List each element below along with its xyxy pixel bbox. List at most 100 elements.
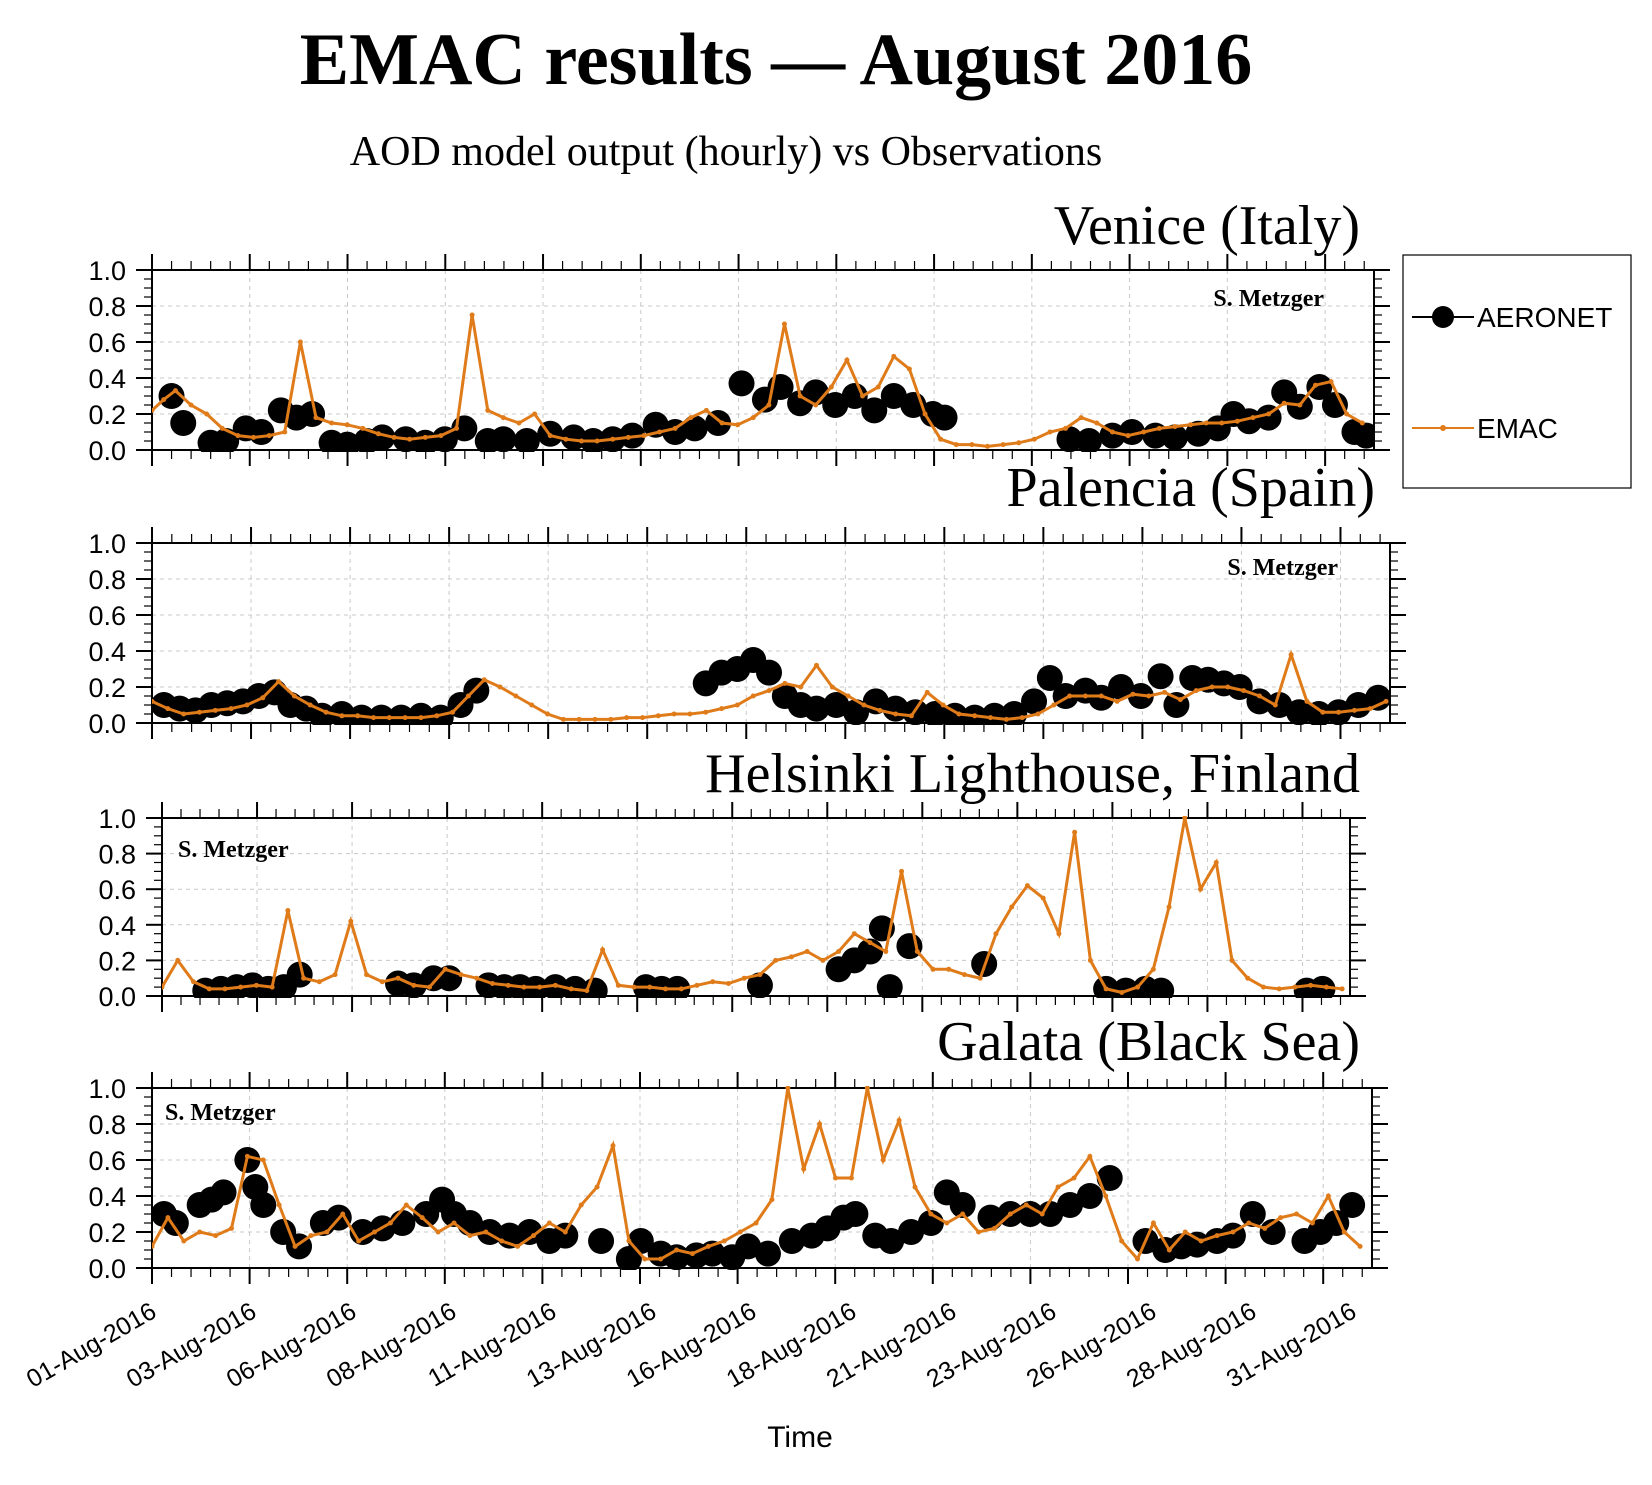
emac-point (1188, 422, 1194, 428)
emac-point (395, 975, 401, 981)
emac-point (1309, 1220, 1315, 1226)
aeronet-point (513, 428, 540, 452)
emac-point (615, 982, 621, 988)
emac-point (260, 695, 266, 701)
emac-point (360, 425, 366, 431)
emac-point (515, 1243, 521, 1249)
emac-point (788, 954, 794, 960)
emac-point (426, 984, 432, 990)
panel-title: Palencia (Spain) (1006, 457, 1375, 519)
panel-1: 0.0 0.2 0.4 0.6 0.8 1.0 Palencia (Spain) S. Met… (88, 457, 1406, 739)
emac-point (1150, 1220, 1156, 1226)
aeronet-point (1037, 1201, 1064, 1227)
emac-point (877, 707, 883, 713)
emac-point (435, 1229, 441, 1235)
emac-point (1272, 702, 1278, 708)
emac-point (285, 908, 291, 914)
emac-point (499, 1238, 505, 1244)
emac-point (1182, 1229, 1188, 1235)
aeronet-point (977, 1204, 1004, 1231)
emac-point (766, 688, 772, 694)
emac-point (719, 706, 725, 712)
aeronet-point (664, 975, 691, 998)
emac-point (546, 1220, 552, 1226)
emac-point (801, 1166, 807, 1172)
aeronet-point (880, 383, 907, 409)
y-tick-label: 1.0 (88, 256, 126, 286)
aeronet-point (803, 695, 830, 722)
aeronet-point (369, 424, 396, 451)
emac-point (307, 702, 313, 708)
emac-point (1130, 691, 1136, 697)
emac-point (1019, 715, 1025, 721)
y-tick-label: 1.0 (98, 804, 136, 834)
data-layer (152, 1086, 1366, 1270)
emac-point (1072, 829, 1078, 835)
emac-point (152, 407, 155, 413)
y-tick-label: 0.8 (88, 1110, 126, 1140)
emac-point (172, 388, 178, 394)
y-tick-label: 0.4 (98, 911, 136, 941)
emac-point (678, 986, 684, 992)
aeronet-point (681, 415, 708, 442)
aeronet-point (1056, 1192, 1083, 1218)
emac-point (1344, 411, 1350, 417)
emac-point (1193, 688, 1199, 694)
aeronet-point (1148, 977, 1175, 998)
aeronet-point (388, 704, 415, 725)
y-tick-label: 0.4 (88, 637, 126, 667)
plot-frame (161, 817, 1351, 997)
emac-point (332, 972, 338, 978)
aeronet-point (250, 1192, 277, 1218)
emac-point (946, 966, 952, 972)
emac-line (152, 314, 1364, 448)
emac-point (1320, 709, 1326, 715)
emac-point (1166, 1247, 1172, 1253)
emac-point (864, 1086, 870, 1091)
emac-point (658, 1256, 664, 1262)
y-tick-label: 0.6 (88, 328, 126, 358)
aeronet-point (1118, 419, 1145, 445)
emac-point (625, 434, 631, 440)
emac-point (375, 431, 381, 437)
emac-point (1098, 693, 1104, 699)
emac-point (785, 1086, 791, 1091)
emac-point (1359, 420, 1365, 426)
emac-point (984, 443, 990, 449)
emac-point (291, 693, 297, 699)
emac-point (851, 931, 857, 937)
emac-point (568, 986, 574, 992)
emac-point (578, 438, 584, 444)
aeronet-point (1076, 1183, 1103, 1209)
emac-point (379, 979, 385, 985)
emac-point (1114, 698, 1120, 704)
aeronet-point (389, 1210, 416, 1236)
emac-point (930, 966, 936, 972)
emac-point (1119, 1238, 1125, 1244)
emac-point (1293, 1211, 1299, 1217)
emac-point (928, 1211, 934, 1217)
emac-point (1198, 886, 1204, 892)
emac-point (594, 438, 600, 444)
emac-point (450, 709, 456, 715)
aeronet-point (896, 933, 923, 960)
emac-point (833, 1175, 839, 1181)
chart-subtitle: AOD model output (hourly) vs Observation… (349, 129, 1103, 175)
emac-point (489, 981, 495, 987)
emac-point (282, 429, 288, 435)
panel-title: Venice (Italy) (1054, 195, 1360, 257)
emac-point (663, 986, 669, 992)
emac-point (219, 425, 225, 431)
emac-point (1162, 689, 1168, 695)
emac-point (735, 422, 741, 428)
emac-point (165, 1215, 171, 1221)
emac-point (451, 1220, 457, 1226)
emac-point (1250, 415, 1256, 421)
emac-point (993, 931, 999, 937)
panel-3: 0.0 0.2 0.4 0.6 0.8 1.0 Galata (Black Sea) S. M… (88, 1011, 1388, 1284)
emac-point (355, 713, 361, 719)
emac-point (386, 715, 392, 721)
y-tick-label: 0.6 (88, 1146, 126, 1176)
emac-point (181, 1238, 187, 1244)
emac-point (1024, 883, 1030, 889)
